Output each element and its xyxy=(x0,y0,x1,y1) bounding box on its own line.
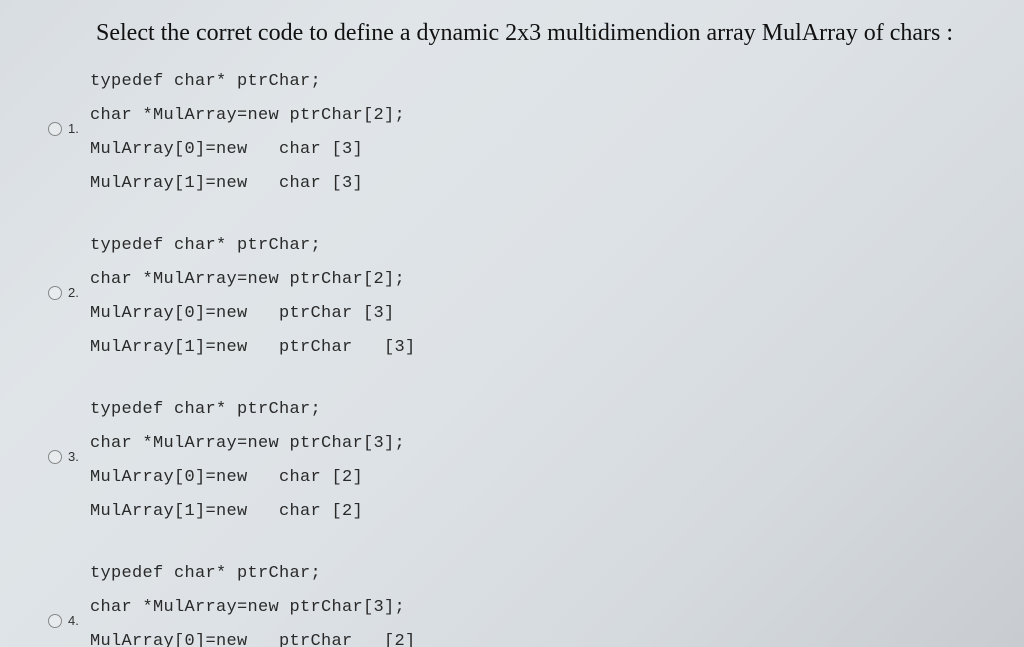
radio-group-3[interactable]: 3. xyxy=(48,449,79,464)
option-3[interactable]: 3. typedef char* ptrChar; char *MulArray… xyxy=(90,393,984,529)
radio-group-2[interactable]: 2. xyxy=(48,285,79,300)
radio-icon[interactable] xyxy=(48,614,62,628)
option-4[interactable]: 4. typedef char* ptrChar; char *MulArray… xyxy=(90,557,984,647)
option-1[interactable]: 1. typedef char* ptrChar; char *MulArray… xyxy=(90,65,984,201)
radio-group-4[interactable]: 4. xyxy=(48,613,79,628)
radio-icon[interactable] xyxy=(48,122,62,136)
options-list: 1. typedef char* ptrChar; char *MulArray… xyxy=(90,65,984,647)
question-heading: Select the corret code to define a dynam… xyxy=(90,20,984,47)
radio-icon[interactable] xyxy=(48,286,62,300)
radio-icon[interactable] xyxy=(48,450,62,464)
option-number: 2. xyxy=(68,285,79,300)
code-block-3: typedef char* ptrChar; char *MulArray=ne… xyxy=(90,393,405,529)
option-2[interactable]: 2. typedef char* ptrChar; char *MulArray… xyxy=(90,229,984,365)
option-number: 4. xyxy=(68,613,79,628)
code-block-1: typedef char* ptrChar; char *MulArray=ne… xyxy=(90,65,405,201)
radio-group-1[interactable]: 1. xyxy=(48,121,79,136)
code-block-2: typedef char* ptrChar; char *MulArray=ne… xyxy=(90,229,416,365)
code-block-4: typedef char* ptrChar; char *MulArray=ne… xyxy=(90,557,416,647)
quiz-container: Select the corret code to define a dynam… xyxy=(0,0,1024,647)
option-number: 1. xyxy=(68,121,79,136)
option-number: 3. xyxy=(68,449,79,464)
